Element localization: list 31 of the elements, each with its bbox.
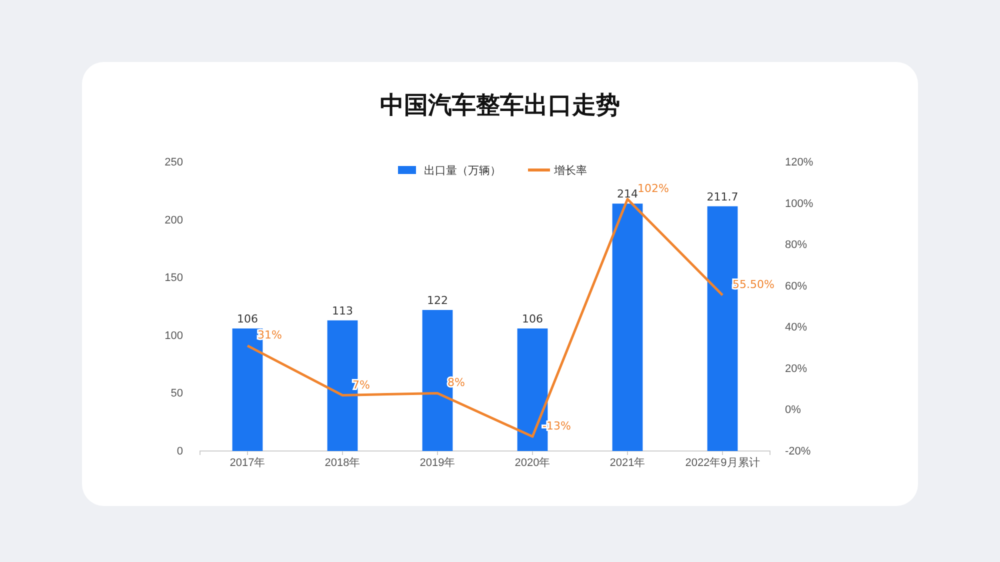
y2-tick-label: 120% [785, 156, 814, 169]
data-label: 113 [332, 304, 353, 318]
x-tick-label: 2018年 [324, 456, 360, 469]
bar [612, 204, 643, 451]
chart-title: 中国汽车整车出口走势 [380, 91, 620, 119]
data-label: 211.7 [706, 190, 738, 204]
data-label: 122 [427, 294, 448, 307]
data-label: 102% [638, 182, 669, 196]
y-tick-label: 200 [164, 214, 183, 226]
y-tick-label: 0 [176, 446, 183, 458]
data-label: 106 [522, 312, 543, 326]
x-tick-label: 2017年 [230, 456, 266, 469]
y2-tick-label: 0% [785, 404, 802, 416]
legend-label: 出口量（万辆） [424, 164, 501, 177]
y2-tick-label: 100% [785, 198, 814, 210]
x-tick-label: 2022年9月累计 [685, 456, 760, 469]
data-label: 214 [617, 188, 638, 201]
y-tick-label: 100 [164, 330, 183, 342]
data-label: 106 [237, 312, 258, 326]
x-tick-label: 2021年 [610, 456, 646, 469]
x-tick-label: 2019年 [420, 456, 456, 469]
y2-tick-label: 60% [785, 280, 808, 292]
y-tick-label: 150 [164, 272, 183, 284]
y2-tick-label: 80% [785, 239, 808, 252]
y-tick-label: 250 [164, 156, 183, 169]
y2-tick-label: 20% [785, 362, 808, 375]
x-tick-label: 2020年 [514, 456, 550, 469]
legend-label: 增长率 [553, 164, 587, 177]
y-tick-label: 50 [170, 388, 183, 400]
y2-tick-label: 40% [785, 322, 808, 334]
y2-tick-label: -20% [785, 446, 811, 458]
